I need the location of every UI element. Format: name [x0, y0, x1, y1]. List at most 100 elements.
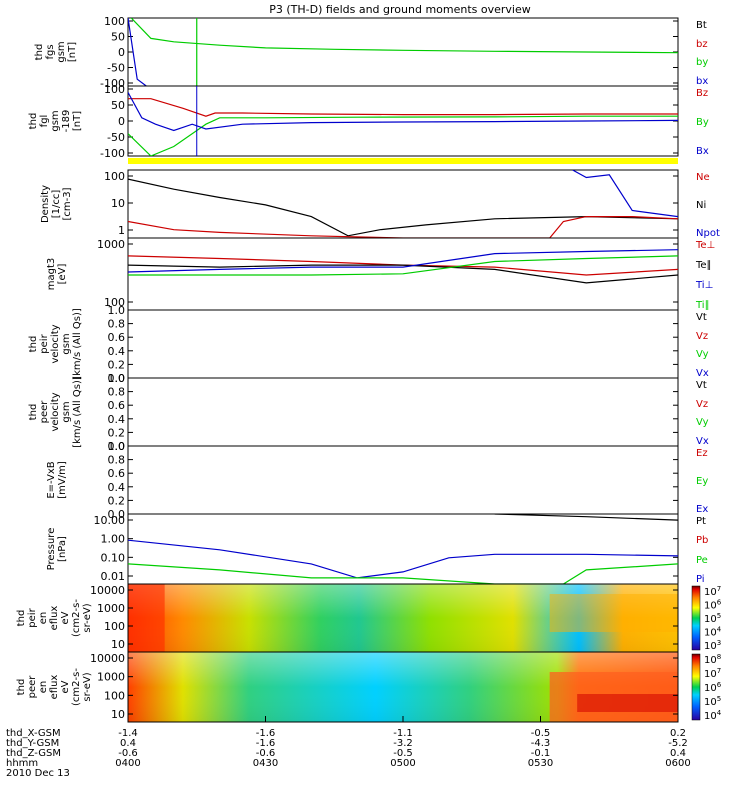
ylabel-ispec-1: peir	[27, 607, 38, 627]
ytick-label-efield-4: 0.2	[108, 494, 126, 507]
legend-efield-0: Ez	[696, 448, 708, 459]
ytick-label-ve-1: 0.8	[108, 386, 126, 399]
ytick-label-efield-3: 0.4	[108, 481, 126, 494]
xtick-label-0-1: 0.4	[120, 738, 136, 749]
ytick-label-ve-2: 0.6	[108, 399, 126, 412]
legend-temp-2: Ti⊥	[696, 280, 714, 291]
ylabel-fgs-2: gsm	[56, 41, 67, 62]
series-fgl-By	[128, 115, 678, 156]
legend-fgl-2: Bx	[696, 146, 709, 157]
mode-bar	[128, 158, 678, 164]
xtick-label-3-2: -0.1	[531, 748, 551, 759]
legend-vi-0: Vt	[696, 312, 707, 323]
ylabel-ispec-4: eV	[60, 611, 71, 624]
ytick-label-fgl-0: 100	[104, 83, 125, 96]
xtick-label-4-1: -5.2	[668, 738, 688, 749]
legend-pressure-1: Pb	[696, 535, 709, 547]
series-temp-Te∥	[128, 264, 678, 284]
legend-vi-1: Vz	[696, 330, 709, 342]
legend-pressure-3: Pi	[696, 574, 705, 585]
ylabel-espec-5: (cm2-s-	[71, 668, 82, 706]
xtick-label-2-1: -3.2	[393, 738, 413, 749]
ytick-label-efield-1: 0.8	[108, 454, 126, 467]
ytick-label-fgl-1: 50	[111, 99, 125, 112]
legend-ve-3: Vx	[696, 436, 709, 447]
ylabel-espec-0: thd	[16, 679, 27, 696]
xtick-label-0-2: -0.6	[118, 748, 138, 759]
colorbar-label-espec-2: 106	[704, 681, 722, 694]
series-group-fgl	[128, 86, 678, 156]
xaxis-row-label-2: thd_Z-GSM	[6, 748, 61, 759]
ytick-label-espec-1: 1000	[97, 671, 125, 684]
legend-temp-1: Te∥	[696, 260, 712, 271]
ytick-label-temp-1: 100	[104, 296, 125, 309]
series-fgs-bx	[128, 18, 147, 86]
ylabel-temp-1: [eV]	[57, 264, 68, 285]
legend-pressure-0: Pt	[696, 516, 706, 527]
ytick-label-ispec-1: 1000	[97, 602, 125, 615]
series-fgs-by	[130, 18, 678, 54]
legend-fgl-0: Bz	[696, 88, 709, 99]
colorbar-ispec	[691, 585, 701, 651]
legend-ve-0: Vt	[696, 380, 707, 391]
series-group-pressure	[128, 514, 678, 584]
ytick-label-ispec-0: 10000	[90, 584, 125, 597]
ytick-label-efield-5: 0.0	[108, 508, 126, 521]
ylabel-ispec-2: en	[38, 612, 49, 625]
ylabel-ispec-0: thd	[16, 610, 27, 627]
ylabel-pressure-0: Pressure	[46, 528, 57, 571]
ylabel-temp-0: magt3	[46, 258, 57, 291]
colorbar-espec	[691, 653, 701, 721]
ylabel-efield-0: E=-VxB	[46, 461, 57, 498]
ytick-label-fgs-0: 100	[104, 15, 125, 28]
xtick-label-3-3: 0530	[528, 758, 553, 769]
ytick-label-fgs-4: -100	[100, 77, 125, 90]
ytick-label-density-1: 10	[111, 197, 125, 210]
ylabel-espec-6: sr-eV)	[82, 672, 93, 701]
series-fgl-Bz	[128, 98, 678, 117]
panel-density: 100 10 1 Density [1/cc] [cm-3]	[40, 169, 679, 239]
ylabel-espec-1: peer	[27, 675, 38, 699]
ylabel-vi-4: [km/s (All Qs)]	[72, 308, 83, 380]
ytick-label-vi-1: 0.8	[108, 318, 126, 331]
ytick-label-fgs-3: -50	[107, 62, 125, 75]
ytick-label-ve-0: 1.0	[108, 372, 126, 385]
legend-fgs-1: bz	[696, 38, 708, 50]
ytick-label-ispec-2: 100	[104, 620, 125, 633]
ytick-label-fgl-4: -100	[100, 147, 125, 160]
colorbar-label-espec-1: 107	[704, 667, 721, 680]
xtick-label-1-2: -0.6	[256, 748, 276, 759]
colorbar-label-espec-4: 104	[704, 709, 722, 722]
legend-density-0: Ne	[696, 172, 710, 183]
ytick-label-fgs-1: 50	[111, 31, 125, 44]
ylabel-efield-1: [mV/m]	[57, 461, 68, 499]
series-group-fgs	[128, 18, 678, 86]
x-axis-group: -1.40.4-0.60400-1.6-1.6-0.60430-1.1-3.2-…	[6, 716, 691, 779]
colorbar-label-ispec-1: 106	[704, 599, 722, 612]
series-pressure-Pi	[128, 539, 678, 579]
ylabel-density-1: [1/cc]	[51, 190, 62, 219]
xtick-label-0-0: -1.4	[118, 728, 138, 739]
panel-frame-efield	[127, 445, 679, 515]
ytick-label-espec-0: 10000	[90, 652, 125, 665]
legend-ve-2: Vy	[696, 417, 709, 429]
ylabel-ve-2: velocity	[50, 392, 61, 431]
xtick-label-2-2: -0.5	[393, 748, 413, 759]
ytick-label-vi-3: 0.4	[108, 345, 126, 358]
panel-espec: 10000 1000 100 10 thd peer en eflux eV (cm2-s-sr-…	[16, 651, 722, 723]
ytick-label-ve-5: 0.0	[108, 440, 126, 453]
legend-efield-1: Ey	[696, 476, 709, 487]
ytick-label-vi-2: 0.6	[108, 331, 126, 344]
ylabel-density-0: Density	[40, 185, 51, 223]
ytick-label-vi-4: 0.2	[108, 358, 126, 371]
xtick-label-4-0: 0.2	[670, 728, 686, 739]
series-density-Ne	[128, 216, 678, 238]
ytick-label-efield-0: 1.0	[108, 440, 126, 453]
legend-temp-0: Te⊥	[696, 240, 716, 251]
series-density-Ni	[128, 178, 678, 237]
ytick-label-fgl-2: 0	[118, 115, 125, 128]
ylabel-fgs-3: [nT]	[67, 42, 78, 62]
xtick-label-1-3: 0430	[253, 758, 278, 769]
